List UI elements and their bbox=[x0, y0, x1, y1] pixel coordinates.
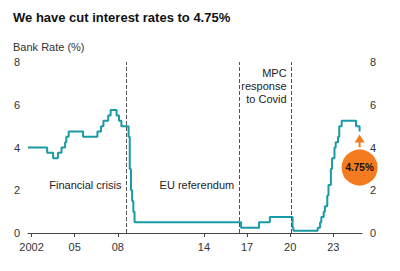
svg-text:4.75%: 4.75% bbox=[345, 162, 373, 173]
svg-text:2: 2 bbox=[14, 184, 20, 196]
svg-text:response: response bbox=[241, 80, 286, 92]
svg-text:05: 05 bbox=[69, 241, 81, 253]
svg-text:2002: 2002 bbox=[19, 241, 43, 253]
svg-text:08: 08 bbox=[112, 241, 124, 253]
svg-text:6: 6 bbox=[370, 99, 376, 111]
svg-text:0: 0 bbox=[14, 227, 20, 239]
svg-text:0: 0 bbox=[370, 227, 376, 239]
svg-text:23: 23 bbox=[327, 241, 339, 253]
svg-text:17: 17 bbox=[241, 241, 253, 253]
svg-text:EU referendum: EU referendum bbox=[160, 179, 235, 191]
svg-text:We have cut interest rates to: We have cut interest rates to 4.75% bbox=[13, 10, 231, 25]
svg-text:6: 6 bbox=[14, 99, 20, 111]
svg-text:4: 4 bbox=[14, 142, 20, 154]
svg-text:4: 4 bbox=[370, 142, 376, 154]
svg-text:20: 20 bbox=[284, 241, 296, 253]
svg-text:8: 8 bbox=[370, 56, 376, 68]
svg-text:MPC: MPC bbox=[262, 67, 287, 79]
svg-text:8: 8 bbox=[14, 56, 20, 68]
svg-text:Financial crisis: Financial crisis bbox=[49, 179, 122, 191]
svg-text:Bank Rate (%): Bank Rate (%) bbox=[13, 41, 85, 53]
svg-text:14: 14 bbox=[198, 241, 210, 253]
svg-text:2: 2 bbox=[370, 184, 376, 196]
svg-text:to Covid: to Covid bbox=[246, 93, 286, 105]
